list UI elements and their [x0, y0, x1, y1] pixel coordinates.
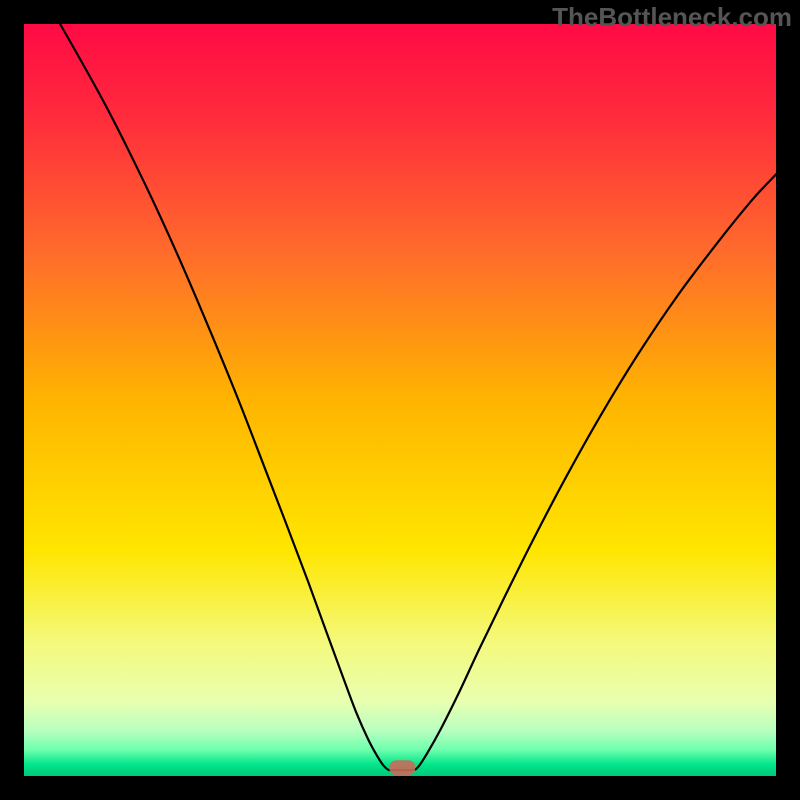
plot-background [24, 24, 776, 776]
watermark-text: TheBottleneck.com [552, 2, 792, 33]
chart-root: TheBottleneck.com [0, 0, 800, 800]
bottleneck-chart [0, 0, 800, 800]
optimal-marker [389, 760, 415, 775]
